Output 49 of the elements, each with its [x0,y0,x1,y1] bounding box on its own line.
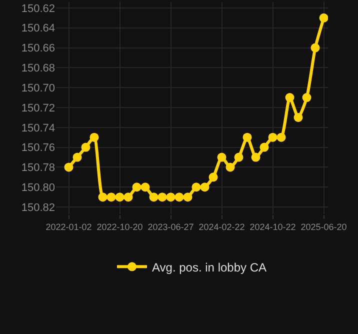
y-tick-label: 150.66 [21,42,55,55]
x-tick-label: 2024-02-22 [198,222,245,232]
point [132,182,142,192]
point [302,93,312,102]
point [192,182,201,192]
point [217,152,226,162]
point [260,142,269,152]
point [234,152,244,162]
point [208,172,218,182]
point [72,152,82,162]
point [319,13,328,22]
point [98,192,108,202]
y-tick-label: 150.72 [21,102,55,114]
y-tick-label: 150.70 [21,82,55,94]
y-tick-label: 150.62 [21,2,55,15]
point [158,192,167,202]
point [64,162,74,172]
x-tick-label: 2022-01-02 [46,222,92,232]
y-tick-label: 150.82 [21,202,55,214]
point [294,112,303,122]
point [124,192,133,202]
point [149,192,158,202]
point [276,132,286,142]
point [106,192,116,202]
point [81,142,90,152]
y-tick-label: 150.74 [21,122,55,134]
point [183,192,192,202]
point [285,93,294,102]
y-tick-label: 150.78 [21,162,55,174]
x-tick-label: 2023-06-27 [148,222,194,232]
point [166,192,176,202]
legend-label: Avg. pos. in lobby CA [152,260,267,274]
point [251,152,260,162]
y-tick-label: 150.76 [21,142,55,154]
point [174,192,184,202]
point [115,192,124,202]
y-tick-label: 150.64 [21,22,55,35]
point [310,43,320,52]
y-tick-label: 150.80 [21,182,55,194]
point [242,132,252,142]
y-tick-label: 150.68 [21,62,55,75]
point [90,132,99,142]
point [268,132,278,142]
point [226,162,235,172]
x-tick-label: 2022-10-20 [96,222,143,232]
x-tick-label: 2024-10-22 [250,222,296,232]
x-tick-label: 2025-06-20 [300,222,347,232]
point [140,182,150,192]
point [200,182,210,192]
